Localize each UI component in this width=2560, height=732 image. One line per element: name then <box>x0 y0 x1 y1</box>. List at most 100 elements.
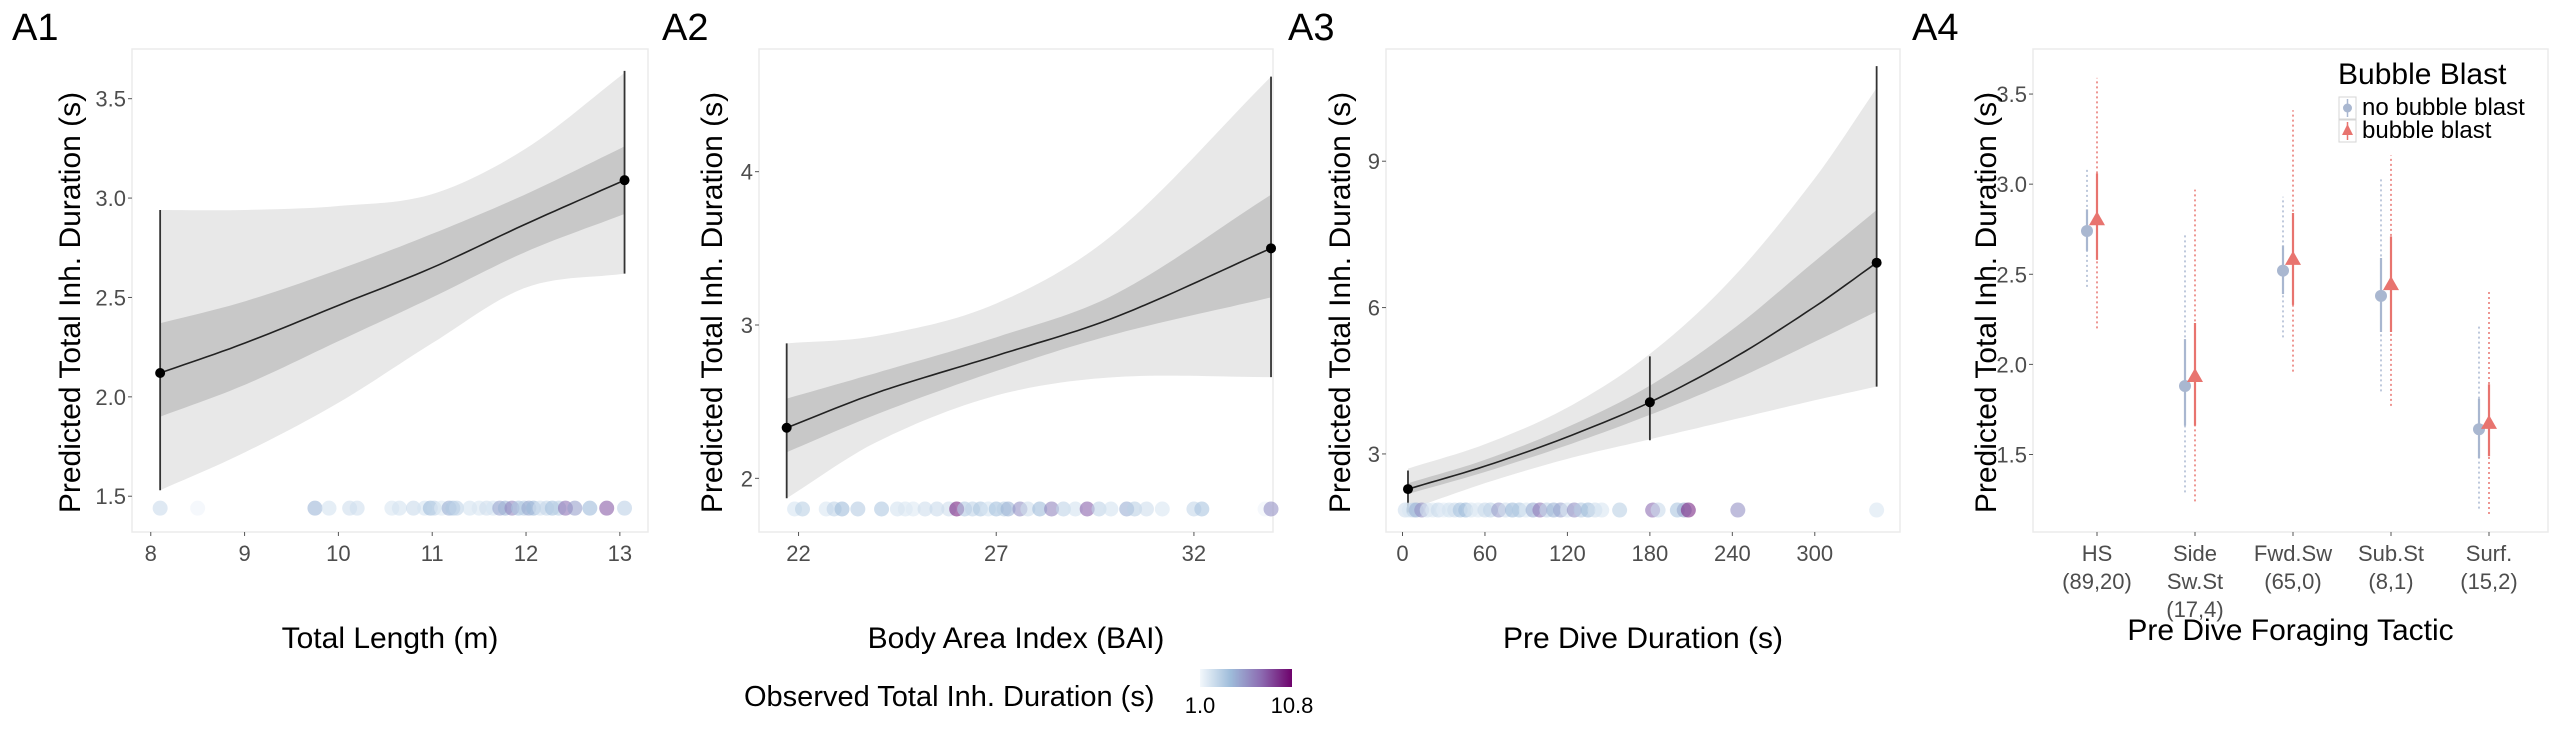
estimate-point-triangle <box>2383 276 2399 291</box>
y-tick-label: 6 <box>1368 296 1380 321</box>
x-tick-label: 180 <box>1632 541 1669 566</box>
x-tick-label: (17,4) <box>2166 597 2223 622</box>
estimate-point-circle <box>2179 380 2191 393</box>
prediction-point <box>1644 397 1655 408</box>
observed-point <box>582 500 598 516</box>
observed-point <box>1127 501 1143 517</box>
colorbar-title: Observed Total Inh. Duration (s) <box>744 681 1155 713</box>
observed-point <box>152 500 168 516</box>
x-tick-label: HS <box>2082 541 2113 566</box>
x-tick-label: 9 <box>238 541 250 566</box>
fit-line <box>786 247 1272 429</box>
prediction-point <box>1402 484 1413 495</box>
observed-point <box>1103 501 1119 517</box>
x-tick-label: 0 <box>1396 541 1408 566</box>
x-tick-label: Sw.St <box>2167 569 2223 594</box>
observed-point <box>1869 502 1885 518</box>
x-tick-label: Sub.St <box>2358 541 2424 566</box>
legend-circle-icon <box>2343 103 2352 113</box>
panel-label: A1 <box>12 7 58 49</box>
observed-point <box>850 501 866 517</box>
x-tick-label: Fwd.Sw <box>2254 541 2332 566</box>
x-tick-label: Side <box>2173 541 2217 566</box>
observed-point <box>874 501 890 517</box>
observed-point <box>1020 501 1036 517</box>
colorbar-max-label: 10.8 <box>1271 693 1314 718</box>
inner-confidence-band <box>1408 210 1877 494</box>
legend-title: Bubble Blast <box>2338 58 2507 91</box>
x-tick-label: (8,1) <box>2368 569 2413 594</box>
estimate-point-circle <box>2081 225 2093 238</box>
observed-point <box>1730 502 1746 518</box>
observed-point <box>929 501 945 517</box>
observed-point <box>1138 501 1154 517</box>
prediction-point <box>1871 257 1882 268</box>
estimate-point-triangle <box>2187 368 2203 383</box>
outer-confidence-band <box>1408 88 1877 510</box>
legend-triangle-icon <box>2342 124 2353 135</box>
y-axis-title: Predicted Total Inh. Duration (s) <box>696 92 729 513</box>
plot-area <box>2032 48 2549 533</box>
x-axis-title: Pre Dive Duration (s) <box>1503 622 1783 655</box>
estimate-point-triangle <box>2481 414 2497 429</box>
x-tick-label: 60 <box>1473 541 1497 566</box>
observed-point <box>1594 502 1610 518</box>
y-tick-label: 3 <box>1368 442 1380 467</box>
panel-a1: A1 1.5 2.0 2.5 3.0 3.5 Predicted Total Inh. Du… <box>12 7 649 655</box>
observed-point <box>321 500 337 516</box>
observed-point <box>1044 501 1060 517</box>
panel-label: A2 <box>662 7 708 49</box>
inner-confidence-band <box>160 146 625 417</box>
y-tick-label: 3.0 <box>95 186 126 211</box>
x-axis-title: Body Area Index (BAI) <box>868 622 1165 655</box>
prediction-point <box>781 422 792 433</box>
x-tick-label: 11 <box>421 541 444 566</box>
y-tick-label: 3 <box>741 313 753 338</box>
observed-point <box>1194 501 1210 517</box>
observed-point <box>1650 502 1666 518</box>
x-tick-label: 8 <box>145 541 157 566</box>
observed-point <box>617 500 633 516</box>
estimate-point-triangle <box>2285 250 2301 265</box>
x-tick-label: 27 <box>984 541 1008 566</box>
observed-point <box>1000 501 1016 517</box>
estimate-point-circle <box>2277 264 2289 277</box>
x-tick-label: 240 <box>1714 541 1751 566</box>
x-tick-label: Surf. <box>2466 541 2512 566</box>
legend-label: no bubble blast <box>2362 94 2525 121</box>
prediction-point <box>155 367 166 378</box>
colorbar-legend: Observed Total Inh. Duration (s) 1.0 10.… <box>744 669 1313 718</box>
y-tick-label: 2.5 <box>95 285 126 310</box>
observed-point <box>1154 501 1170 517</box>
observed-point <box>834 501 850 517</box>
prediction-point <box>1266 243 1277 254</box>
x-tick-label: (89,20) <box>2062 569 2132 594</box>
observed-point <box>1612 502 1628 518</box>
y-tick-label: 3.0 <box>1996 172 2027 197</box>
x-tick-label: 120 <box>1549 541 1586 566</box>
estimate-point-circle <box>2375 289 2387 302</box>
y-tick-label: 1.5 <box>1996 443 2027 468</box>
x-axis-title: Pre Dive Foraging Tactic <box>2127 614 2453 647</box>
observed-point <box>1055 501 1071 517</box>
y-tick-label: 2.0 <box>1996 352 2027 377</box>
observed-point <box>1032 501 1048 517</box>
observed-point <box>1263 501 1279 517</box>
observed-point <box>349 500 365 516</box>
panel-a2: A2 2 3 4 Predicted Total Inh. Duration (s) 22… <box>662 7 1279 655</box>
x-tick-label: 300 <box>1796 541 1833 566</box>
y-axis-title: Predicted Total Inh. Duration (s) <box>54 92 87 513</box>
observed-point <box>567 500 583 516</box>
fit-line <box>159 179 625 374</box>
panel-a3: A3 3 6 9 Predicted Total Inh. Duration (s) 0 6… <box>1288 7 1901 655</box>
x-tick-label: 22 <box>786 541 810 566</box>
y-tick-label: 2 <box>741 466 753 491</box>
y-axis-title: Predicted Total Inh. Duration (s) <box>1970 92 2003 513</box>
colorbar-gradient <box>1200 669 1292 687</box>
x-tick-label: 13 <box>608 541 632 566</box>
x-tick-label: (65,0) <box>2264 569 2321 594</box>
y-tick-label: 2.0 <box>95 385 126 410</box>
